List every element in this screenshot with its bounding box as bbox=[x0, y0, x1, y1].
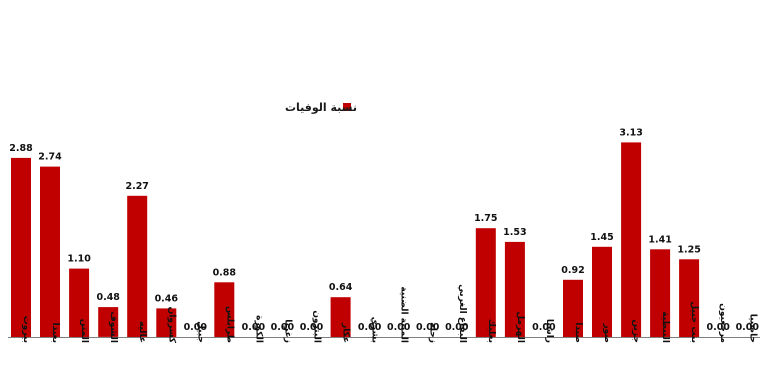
bar bbox=[475, 228, 496, 337]
legend-label: نسبة الوفيات bbox=[285, 101, 357, 114]
category-label: مرجعيون bbox=[718, 303, 728, 343]
bar bbox=[156, 308, 177, 337]
legend: نسبة الوفيات bbox=[285, 101, 357, 114]
bar bbox=[98, 307, 119, 337]
legend-swatch bbox=[343, 103, 351, 111]
category-label: بشري bbox=[370, 317, 380, 343]
data-label: 3.13 bbox=[619, 127, 642, 138]
category-label: بعلبك bbox=[486, 319, 496, 343]
category-label: بعبدا bbox=[50, 323, 60, 343]
category-label: المتن bbox=[79, 319, 89, 343]
bar bbox=[504, 241, 525, 337]
data-label: 0.64 bbox=[329, 282, 353, 293]
category-label: الهرمل bbox=[515, 311, 525, 343]
data-label: 1.25 bbox=[677, 244, 700, 255]
bar bbox=[621, 142, 642, 337]
data-label: 2.74 bbox=[38, 152, 62, 163]
data-label: 0.00 bbox=[706, 322, 730, 333]
data-label: 0.92 bbox=[561, 265, 584, 276]
data-label: 0.00 bbox=[445, 322, 469, 333]
category-label: المنية الضنية bbox=[399, 286, 409, 343]
category-labels: بيروت بعبدا المتن الشوف عاليه كسروان جبيل طرابل… bbox=[21, 284, 757, 344]
bars bbox=[11, 142, 700, 337]
category-label: البترون bbox=[312, 310, 322, 343]
category-label: حاصبيا bbox=[747, 314, 757, 343]
bar bbox=[563, 279, 583, 337]
category-label: راشيا bbox=[544, 319, 554, 343]
data-label: 0.00 bbox=[358, 322, 382, 333]
data-label: 0.46 bbox=[155, 293, 179, 304]
data-label: 1.75 bbox=[474, 213, 497, 224]
category-label: الشوف bbox=[108, 311, 118, 343]
value-labels: 2.88 2.74 1.10 0.48 2.27 0.46 0.00 0.88 0.00 0.00… bbox=[9, 127, 759, 333]
bar bbox=[592, 246, 612, 337]
category-label: البقاع الغربي bbox=[457, 284, 467, 343]
data-label: 0.00 bbox=[736, 322, 760, 333]
data-label: 0.00 bbox=[416, 322, 440, 333]
data-label: 1.10 bbox=[67, 254, 91, 265]
bar bbox=[650, 249, 671, 337]
category-label: صور bbox=[602, 322, 612, 343]
data-label: 0.88 bbox=[213, 267, 237, 278]
data-label: 0.00 bbox=[271, 322, 295, 333]
data-label: 1.41 bbox=[648, 234, 671, 245]
data-label: 2.88 bbox=[9, 143, 33, 154]
data-label: 2.27 bbox=[125, 181, 148, 192]
bar bbox=[214, 282, 235, 337]
category-label: صيدا bbox=[573, 322, 583, 343]
category-label: بيروت bbox=[21, 316, 31, 343]
bar bbox=[127, 195, 148, 337]
bar bbox=[11, 157, 31, 337]
category-label: زحلة bbox=[428, 322, 438, 343]
data-label: 0.00 bbox=[242, 322, 266, 333]
data-label: 0.00 bbox=[532, 322, 556, 333]
category-label: بنت جبيل bbox=[689, 301, 699, 343]
data-label: 1.45 bbox=[590, 232, 613, 243]
bar bbox=[69, 268, 90, 337]
data-label: 0.00 bbox=[387, 322, 411, 333]
category-label: كسروان bbox=[166, 307, 176, 344]
category-label: النبطية bbox=[660, 311, 670, 343]
data-label: 1.53 bbox=[503, 227, 526, 238]
bar bbox=[40, 166, 60, 337]
category-label: زغرتا bbox=[282, 319, 292, 343]
bar bbox=[679, 259, 700, 337]
data-label: 0.00 bbox=[184, 322, 208, 333]
category-label: الكورة bbox=[253, 315, 263, 343]
category-label: جبيل bbox=[195, 321, 205, 343]
category-label: جزين bbox=[631, 319, 641, 343]
category-label: طرابلس bbox=[224, 306, 234, 343]
category-label: عاليه bbox=[137, 321, 147, 343]
bar bbox=[330, 297, 351, 337]
data-label: 0.00 bbox=[300, 322, 324, 333]
category-label: عكار bbox=[341, 322, 351, 343]
data-label: 0.48 bbox=[96, 292, 120, 303]
